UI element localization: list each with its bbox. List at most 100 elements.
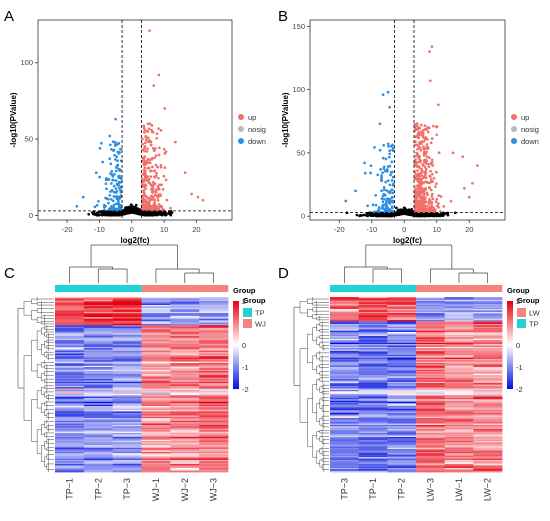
heatmap-cell [358, 376, 388, 379]
heatmap-cell [83, 377, 114, 380]
heatmap-cell [170, 449, 200, 451]
heatmap-cell [358, 313, 388, 315]
heatmap-cell [83, 321, 114, 323]
heatmap-cell [199, 301, 229, 303]
down-point [380, 174, 383, 177]
down-point [110, 170, 114, 173]
heatmap-cell [358, 415, 388, 418]
up-point [143, 166, 147, 170]
heatmap-cell [330, 465, 360, 468]
heatmap-cell [473, 391, 503, 393]
heatmap-cell [55, 354, 85, 357]
heatmap-cell [416, 376, 446, 379]
heatmap-cell [141, 306, 171, 309]
down-point [382, 186, 386, 189]
heatmap-cell [141, 434, 171, 437]
heatmap-cell [330, 315, 360, 318]
down-point [114, 202, 118, 206]
heatmap-cell [141, 375, 171, 377]
heatmap-cell [444, 396, 474, 399]
heatmap-cell [199, 314, 229, 317]
heatmap-cell [170, 305, 200, 307]
heatmap-cell [416, 391, 446, 393]
heatmap-cell [416, 453, 446, 455]
heatmap-cell [473, 457, 503, 459]
heatmap-cell [330, 330, 360, 333]
heatmap-cell [55, 402, 85, 404]
heatmap-cell [170, 457, 200, 459]
heatmap-cell [358, 333, 388, 336]
heatmap-cell [416, 438, 446, 441]
up-point [432, 206, 435, 210]
heatmap-cell [55, 462, 85, 465]
heatmap-cell [473, 313, 503, 315]
heatmap-cell [83, 313, 114, 315]
heatmap-cell [55, 395, 85, 398]
heatmap-cell [358, 344, 388, 346]
heatmap-cell [55, 419, 85, 422]
heatmap-cell [112, 346, 142, 349]
down-point [95, 203, 99, 207]
heatmap-cell [141, 428, 171, 431]
up-point [431, 180, 434, 184]
heatmap-cell [416, 449, 446, 451]
heatmap-cell [387, 332, 417, 334]
heatmap-cell [444, 434, 474, 437]
heatmap-cell [170, 434, 200, 437]
up-point [425, 155, 429, 158]
heatmap-cell [199, 361, 229, 364]
heatmap-cell [416, 450, 446, 453]
heatmap-cell [444, 445, 474, 447]
heatmap-cell [170, 340, 200, 342]
up-point [174, 140, 177, 144]
heatmap-cells [330, 297, 503, 473]
color-scale-tick: -1 [516, 363, 523, 372]
down-point [110, 173, 114, 176]
down-point [114, 187, 118, 190]
heatmap-cell [83, 329, 114, 332]
heatmap-cell [199, 353, 229, 356]
heatmap-cell [444, 387, 474, 389]
heatmap-cell [330, 305, 360, 307]
heatmap-cell [83, 463, 114, 466]
heatmap-cell [416, 297, 446, 299]
heatmap-cell [170, 364, 200, 367]
heatmap-cell [416, 470, 446, 473]
heatmap-cell [170, 352, 200, 354]
heatmap-cell [83, 360, 114, 363]
heatmap-cell [199, 376, 229, 379]
up-point [146, 122, 150, 126]
heatmap-cell [55, 338, 85, 341]
group-legend-label-WJ: WJ [255, 320, 266, 329]
down-point [98, 146, 102, 150]
heatmap-cell [83, 319, 114, 322]
heatmap-cell [416, 368, 446, 371]
up-point [422, 151, 426, 155]
heatmap-cell [141, 342, 171, 345]
heatmap-cell [416, 465, 446, 468]
heatmap-cell [55, 334, 85, 337]
heatmap-cell [199, 438, 229, 441]
heatmap-cell [473, 330, 503, 333]
up-point [430, 158, 434, 162]
heatmap-cell [55, 424, 85, 427]
legend-label-up: up [248, 113, 256, 122]
heatmap-cell [387, 426, 417, 428]
nosig-point [397, 208, 400, 212]
nosig-point [441, 214, 445, 218]
heatmap-cell [55, 384, 85, 387]
heatmap-cell [473, 420, 503, 423]
heatmap-cell [83, 367, 114, 369]
nosig-point [169, 213, 173, 217]
heatmap-cell [170, 342, 200, 345]
nosig-point [128, 206, 132, 210]
color-scale-bar [507, 301, 513, 389]
up-point [165, 198, 169, 202]
group-annotation-cell [199, 285, 229, 292]
heatmap-cell [112, 381, 142, 384]
group-legend-label-TP: TP [529, 320, 539, 329]
down-point [114, 117, 117, 121]
heatmap-cell [387, 333, 417, 336]
heatmap-cell [141, 441, 171, 443]
heatmap-cell [444, 313, 474, 315]
